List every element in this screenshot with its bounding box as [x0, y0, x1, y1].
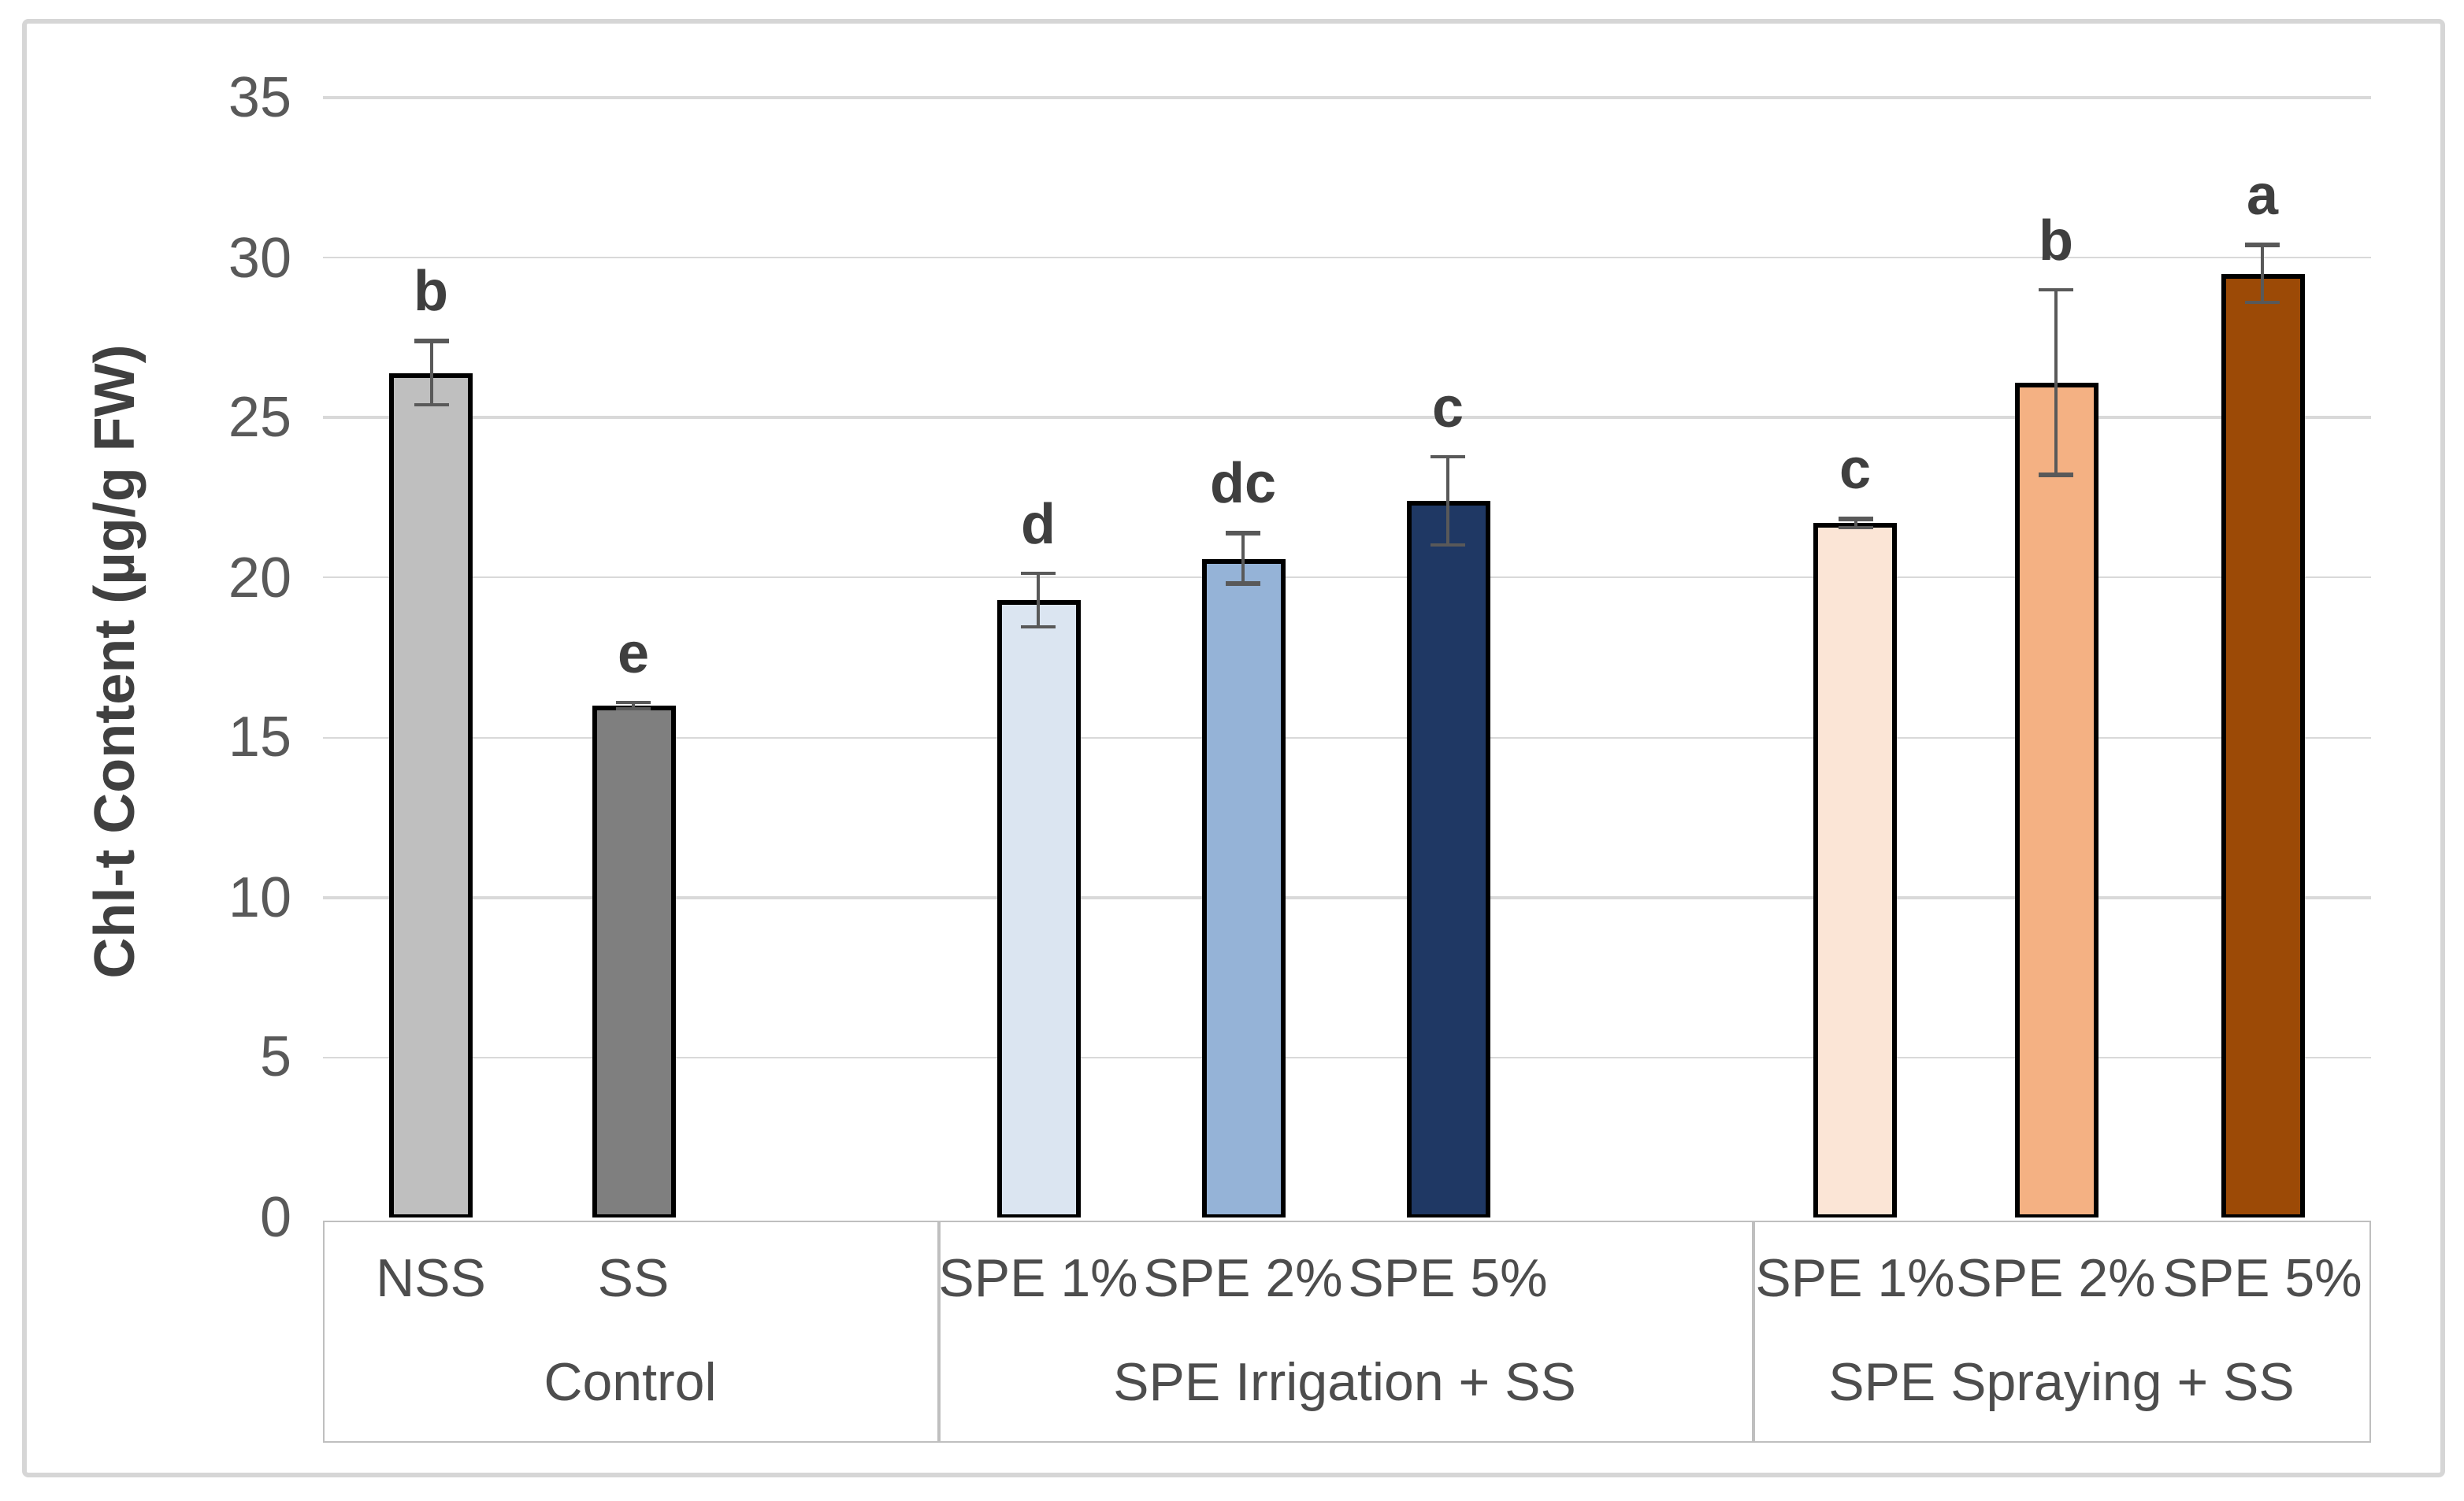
gridline-20: [323, 576, 2371, 579]
significance-letter: d: [1021, 491, 1056, 556]
category-label: SPE 1%: [1755, 1249, 1955, 1309]
error-bar-cap-bottom: [1838, 525, 1872, 530]
category-label: SPE 5%: [1348, 1249, 1548, 1309]
significance-letter: c: [1839, 436, 1872, 502]
error-bar-line: [2054, 289, 2058, 476]
error-bar-cap-top: [2245, 243, 2280, 247]
group-label-2: SPE Irrigation + SS: [1113, 1353, 1576, 1413]
error-bar-cap-top: [1431, 454, 1465, 459]
error-bar-cap-bottom: [2245, 300, 2280, 304]
error-bar-line: [1241, 532, 1245, 584]
group-divider-2: [1752, 1221, 1754, 1443]
y-tick-label-20: 20: [228, 544, 291, 610]
significance-letter: e: [617, 620, 650, 685]
error-bar-cap-bottom: [1226, 581, 1260, 586]
error-bar-line: [632, 702, 635, 710]
y-tick-label-10: 10: [228, 864, 291, 929]
error-bar-cap-top: [414, 339, 448, 343]
category-label: SPE 2%: [1956, 1249, 2156, 1309]
bar-spe-irrigation-ss-spe-5-: [1406, 500, 1490, 1217]
error-bar-line: [2261, 244, 2264, 302]
bar-spe-spraying-ss-spe-1-: [1813, 523, 1897, 1217]
error-bar-line: [1037, 573, 1040, 628]
bar-spe-irrigation-ss-spe-2-: [1201, 558, 1285, 1217]
significance-letter: dc: [1209, 450, 1276, 516]
error-bar-cap-bottom: [414, 402, 448, 407]
category-label: SPE 1%: [938, 1249, 1138, 1309]
y-tick-label-15: 15: [228, 704, 291, 769]
axis-label-box: [323, 1221, 2371, 1443]
error-bar-cap-top: [1838, 517, 1872, 521]
error-bar-line: [429, 340, 432, 405]
error-bar-cap-top: [1226, 531, 1260, 536]
gridline-35: [323, 96, 2371, 99]
bar-spe-spraying-ss-spe-2-: [2014, 382, 2098, 1217]
gridline-15: [323, 736, 2371, 739]
bar-control-ss: [592, 705, 675, 1217]
y-tick-label-5: 5: [259, 1024, 291, 1089]
category-label: SS: [597, 1249, 670, 1309]
gridline-25: [323, 416, 2371, 419]
error-bar-cap-top: [2039, 287, 2073, 292]
y-tick-label-0: 0: [259, 1184, 291, 1249]
group-divider-1: [937, 1221, 940, 1443]
gridline-30: [323, 256, 2371, 259]
group-label-1: Control: [544, 1353, 717, 1413]
error-bar-cap-bottom: [616, 706, 651, 711]
category-label: SPE 2%: [1143, 1249, 1343, 1309]
y-tick-label-30: 30: [228, 224, 291, 290]
bar-control-nss: [389, 372, 473, 1217]
error-bar-cap-bottom: [2039, 473, 2073, 477]
gridline-5: [323, 1056, 2371, 1059]
error-bar-line: [1854, 518, 1857, 528]
error-bar-line: [1446, 456, 1449, 546]
category-label: SPE 5%: [2162, 1249, 2362, 1309]
error-bar-cap-bottom: [1021, 624, 1056, 629]
bar-spe-irrigation-ss-spe-1-: [996, 599, 1080, 1217]
significance-letter: c: [1431, 374, 1464, 439]
y-tick-label-25: 25: [228, 384, 291, 450]
bar-spe-spraying-ss-spe-5-: [2221, 273, 2304, 1217]
significance-letter: b: [414, 258, 448, 324]
category-label: NSS: [376, 1249, 486, 1309]
y-axis-title: Chl-t Content (µg/g FW): [82, 344, 147, 979]
error-bar-cap-bottom: [1431, 543, 1465, 547]
y-tick-label-35: 35: [228, 65, 291, 129]
significance-letter: b: [2039, 207, 2073, 272]
gridline-10: [323, 896, 2371, 899]
significance-letter: a: [2246, 162, 2279, 228]
error-bar-cap-top: [1021, 571, 1056, 576]
error-bar-cap-top: [616, 700, 651, 705]
group-label-3: SPE Spraying + SS: [1828, 1353, 2295, 1413]
